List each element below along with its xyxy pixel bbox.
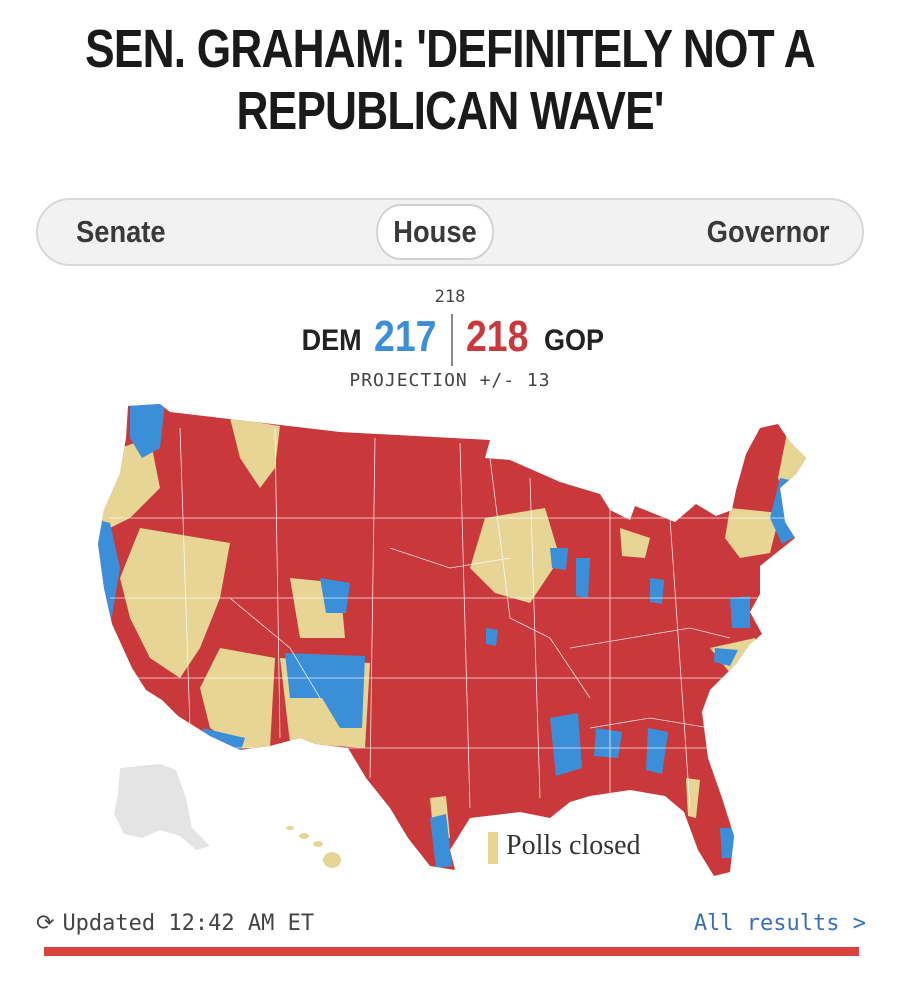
headline: SEN. GRAHAM: 'DEFINITELY NOT A REPUBLICA… xyxy=(81,18,819,142)
updated-timestamp: ⟳ Updated 12:42 AM ET xyxy=(36,911,314,936)
polls-closed-swatch xyxy=(488,832,498,864)
majority-threshold: 218 xyxy=(434,287,466,307)
tab-governor[interactable]: Governor xyxy=(707,214,830,249)
refresh-icon[interactable]: ⟳ xyxy=(36,911,55,936)
scoreboard: DEM 217 218 GOP xyxy=(0,310,900,366)
hawaii-shape xyxy=(286,826,341,868)
dem-seat-count: 217 xyxy=(373,312,436,361)
us-house-map[interactable] xyxy=(90,398,860,878)
race-type-tabs: Senate House Governor xyxy=(36,198,864,266)
tab-senate[interactable]: Senate xyxy=(76,214,166,249)
tab-house[interactable]: House xyxy=(376,204,494,260)
accent-bar xyxy=(44,947,859,956)
headline-line-1: SEN. GRAHAM: 'DEFINITELY NOT A xyxy=(85,19,816,79)
contiguous-us xyxy=(98,404,806,876)
polls-closed-label: Polls closed xyxy=(506,830,641,861)
all-results-link[interactable]: All results > xyxy=(693,911,866,936)
dem-label: DEM xyxy=(301,324,362,357)
alaska-shape xyxy=(114,764,210,850)
gop-label: GOP xyxy=(544,324,605,357)
projection-margin: PROJECTION +/- 13 xyxy=(349,370,551,391)
headline-line-2: REPUBLICAN WAVE' xyxy=(236,81,664,141)
gop-seat-count: 218 xyxy=(466,312,529,361)
score-divider xyxy=(451,314,453,366)
updated-text: Updated 12:42 AM ET xyxy=(62,911,315,936)
